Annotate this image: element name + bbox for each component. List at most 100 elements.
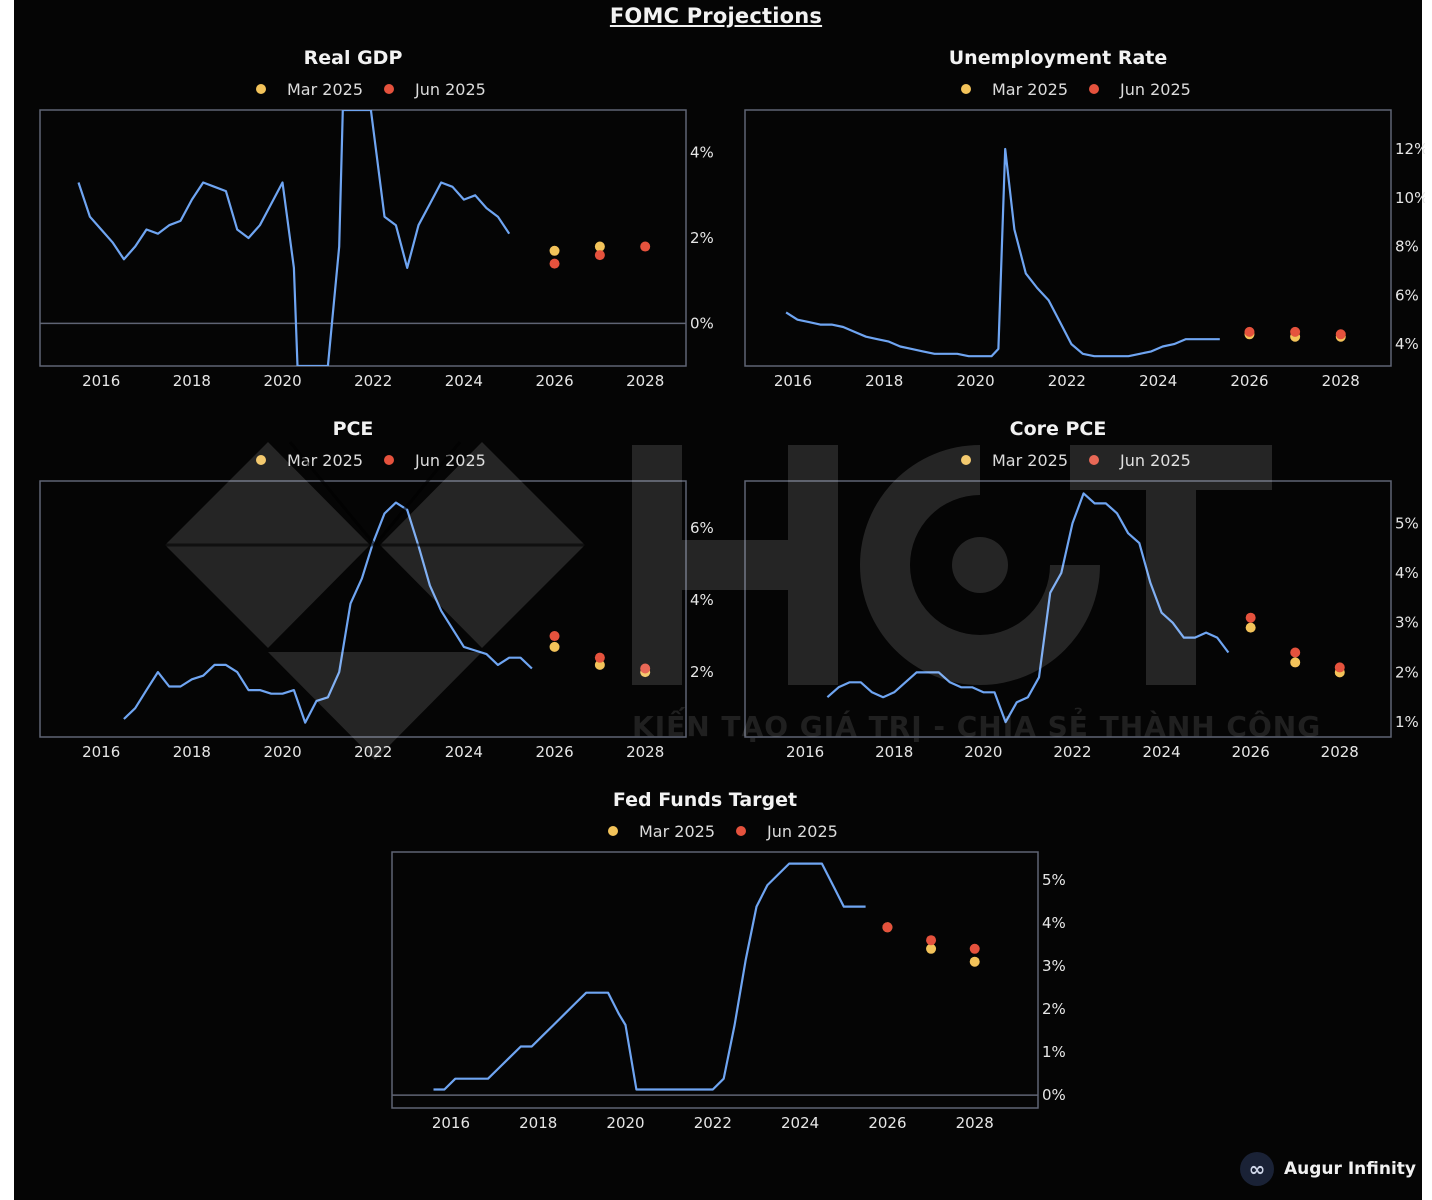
legend-marker <box>1089 84 1099 94</box>
y-tick-label: 5% <box>1042 871 1066 889</box>
projection-dot-mar <box>549 641 560 652</box>
legend-marker <box>736 826 746 836</box>
plot-area <box>826 492 1345 724</box>
x-tick-label: 2018 <box>173 743 211 761</box>
plot-frame <box>744 480 1392 738</box>
legend-label: Jun 2025 <box>766 822 838 841</box>
projection-dot-jun <box>1335 329 1346 340</box>
history-line <box>433 862 866 1091</box>
y-tick-label: 2% <box>690 229 714 247</box>
legend-label: Mar 2025 <box>287 80 363 99</box>
projection-dot-mar <box>1290 657 1301 668</box>
x-tick-label: 2018 <box>519 1114 557 1132</box>
history-line <box>785 147 1220 358</box>
x-tick-label: 2024 <box>781 1114 819 1132</box>
legend-label: Mar 2025 <box>992 451 1068 470</box>
y-tick-label: 4% <box>690 144 714 162</box>
dashboard-background <box>14 0 1422 1200</box>
x-tick-label: 2028 <box>626 372 664 390</box>
projection-dot-mar <box>549 245 560 256</box>
legend-label: Jun 2025 <box>1119 80 1191 99</box>
y-tick-label: 2% <box>1395 663 1419 681</box>
legend-marker <box>1089 455 1099 465</box>
x-tick-label: 2016 <box>432 1114 470 1132</box>
y-tick-label: 6% <box>1395 286 1419 304</box>
projection-dot-jun <box>549 631 560 642</box>
legend-marker <box>608 826 618 836</box>
y-tick-label: 4% <box>1042 914 1066 932</box>
plot-frame <box>744 109 1392 367</box>
projection-dot-jun <box>1245 612 1256 623</box>
x-tick-label: 2022 <box>1048 372 1086 390</box>
x-tick-label: 2024 <box>445 372 483 390</box>
x-tick-label: 2020 <box>606 1114 644 1132</box>
projection-dot-jun <box>1290 326 1301 337</box>
projection-dot-jun <box>926 935 937 946</box>
x-tick-label: 2022 <box>694 1114 732 1132</box>
x-tick-label: 2028 <box>956 1114 994 1132</box>
projection-dot-jun <box>1334 662 1345 673</box>
plot-area <box>123 501 651 724</box>
y-tick-label: 10% <box>1395 189 1425 207</box>
y-tick-label: 1% <box>1395 713 1419 731</box>
y-tick-label: 6% <box>690 519 714 537</box>
legend-label: Jun 2025 <box>1119 451 1191 470</box>
legend-label: Jun 2025 <box>414 451 486 470</box>
legend-marker <box>384 455 394 465</box>
projection-dot-jun <box>882 922 893 933</box>
x-tick-label: 2020 <box>263 743 301 761</box>
projection-dot-jun <box>594 250 605 261</box>
y-tick-label: 5% <box>1395 514 1419 532</box>
chart-pce: PCE Mar 2025 Jun 2025 2016 2018 2020 2022 2024 2… <box>39 418 714 761</box>
x-tick-label: 2026 <box>1230 372 1268 390</box>
plot-area <box>785 147 1346 358</box>
x-tick-label: 2016 <box>82 743 120 761</box>
x-tick-label: 2022 <box>1053 743 1091 761</box>
x-tick-label: 2018 <box>865 372 903 390</box>
brand-name: Augur Infinity <box>1284 1159 1416 1179</box>
x-tick-label: 2016 <box>774 372 812 390</box>
x-tick-label: 2020 <box>964 743 1002 761</box>
plot-frame <box>391 851 1039 1109</box>
x-tick-label: 2028 <box>1321 743 1359 761</box>
x-tick-label: 2024 <box>1139 372 1177 390</box>
chart-core-pce: Core PCE Mar 2025 Jun 2025 2016 2018 2020 2022… <box>744 418 1419 761</box>
x-tick-label: 2028 <box>626 743 664 761</box>
legend-label: Mar 2025 <box>639 822 715 841</box>
legend-marker <box>256 455 266 465</box>
chart-unemployment-rate: Unemployment Rate Mar 2025 Jun 2025 2016 201… <box>744 47 1425 390</box>
infinity-icon: ∞ <box>1240 1152 1274 1186</box>
x-tick-label: 2018 <box>875 743 913 761</box>
chart-title: Unemployment Rate <box>949 47 1168 69</box>
chart-title: PCE <box>333 418 374 440</box>
projection-dot-jun <box>594 652 605 663</box>
plot-frame <box>39 480 687 738</box>
projection-dot-mar <box>926 943 937 954</box>
y-tick-label: 8% <box>1395 238 1419 256</box>
y-tick-label: 1% <box>1042 1043 1066 1061</box>
x-tick-label: 2024 <box>1142 743 1180 761</box>
x-tick-label: 2026 <box>535 743 573 761</box>
y-tick-label: 0% <box>1042 1086 1066 1104</box>
x-tick-label: 2016 <box>82 372 120 390</box>
projection-dot-jun <box>640 663 651 674</box>
projection-dot-jun <box>640 241 651 252</box>
history-line <box>826 492 1230 724</box>
chart-title: Core PCE <box>1010 418 1107 440</box>
plot-frame <box>39 109 687 367</box>
history-line <box>123 501 533 724</box>
projection-dot-jun <box>549 258 560 269</box>
projection-dot-jun <box>1244 326 1255 337</box>
x-tick-label: 2028 <box>1322 372 1360 390</box>
y-tick-label: 4% <box>690 591 714 609</box>
x-tick-label: 2018 <box>173 372 211 390</box>
page-title: FOMC Projections <box>609 4 823 28</box>
projection-dot-jun <box>1290 647 1301 658</box>
y-tick-label: 3% <box>1042 957 1066 975</box>
x-tick-label: 2022 <box>354 743 392 761</box>
projection-dot-mar <box>1245 622 1256 633</box>
chart-title: Fed Funds Target <box>613 789 797 811</box>
projection-dot-jun <box>969 943 980 954</box>
legend-label: Mar 2025 <box>992 80 1068 99</box>
plot-area <box>433 862 980 1091</box>
